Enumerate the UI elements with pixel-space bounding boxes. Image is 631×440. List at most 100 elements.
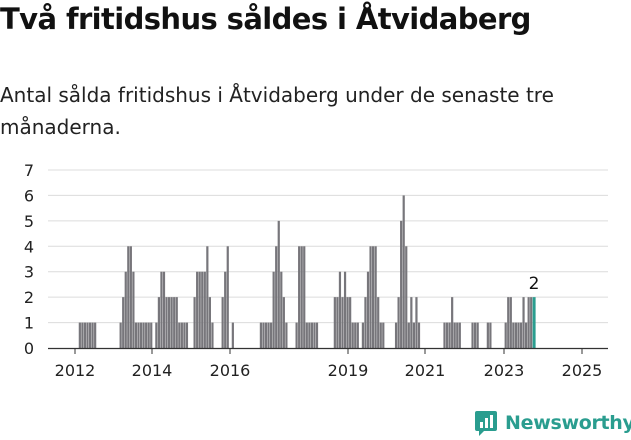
bar xyxy=(275,246,278,348)
bar xyxy=(394,322,398,348)
bar xyxy=(379,322,382,348)
bar xyxy=(361,322,364,348)
y-tick-label: 2 xyxy=(24,288,34,307)
bar xyxy=(407,322,410,348)
newsworthy-logo: Newsworthy xyxy=(474,406,631,440)
bar xyxy=(155,322,158,348)
bar xyxy=(382,322,385,348)
bar xyxy=(530,297,533,348)
bar xyxy=(124,271,127,348)
bar xyxy=(366,271,370,348)
chart-subtitle: Antal sålda fritidshus i Åtvidaberg unde… xyxy=(0,83,554,139)
bar xyxy=(178,322,181,348)
bar xyxy=(272,271,275,348)
bar xyxy=(310,322,313,348)
bar xyxy=(308,322,311,348)
bar xyxy=(129,246,132,348)
bar xyxy=(173,297,176,348)
bar xyxy=(410,297,413,348)
bar xyxy=(522,297,525,348)
bar xyxy=(168,297,171,348)
bar xyxy=(175,297,178,348)
newsworthy-logo-text: Newsworthy xyxy=(505,412,631,434)
bar xyxy=(203,271,206,348)
bar xyxy=(303,246,306,348)
bar xyxy=(445,322,449,348)
bar xyxy=(211,322,214,348)
bar xyxy=(372,246,375,348)
bar xyxy=(512,322,515,348)
bar xyxy=(351,322,354,348)
bar xyxy=(137,322,140,348)
bar xyxy=(300,246,303,348)
bar xyxy=(226,246,229,348)
bar xyxy=(517,322,520,348)
bar xyxy=(527,297,530,348)
bar xyxy=(507,297,510,348)
bar xyxy=(193,297,196,348)
bar xyxy=(451,297,454,348)
bar xyxy=(94,322,97,348)
bar xyxy=(162,271,166,348)
bar xyxy=(78,322,81,348)
bar xyxy=(206,246,209,348)
bar xyxy=(509,297,512,348)
bar xyxy=(157,297,160,348)
bar xyxy=(180,322,183,348)
bar xyxy=(267,322,270,348)
bar xyxy=(132,271,135,348)
x-tick-label: 2023 xyxy=(484,361,525,380)
bar xyxy=(489,322,492,348)
bar xyxy=(201,271,204,348)
bar xyxy=(405,246,408,348)
bar xyxy=(456,322,459,348)
bar xyxy=(134,322,138,348)
bar xyxy=(514,322,517,348)
bar xyxy=(448,322,451,348)
bar xyxy=(343,271,347,348)
bar xyxy=(354,322,357,348)
bar xyxy=(145,322,148,348)
bar xyxy=(474,322,477,348)
bar xyxy=(417,322,421,348)
highlight-bar xyxy=(532,297,536,348)
bar xyxy=(397,297,400,348)
y-tick-label: 3 xyxy=(24,263,34,282)
bar xyxy=(160,271,163,348)
bar xyxy=(476,322,479,348)
bar xyxy=(277,220,280,348)
bar xyxy=(208,297,211,348)
bar xyxy=(374,246,377,348)
bar xyxy=(369,246,372,348)
bar xyxy=(224,271,227,348)
bar xyxy=(88,322,92,348)
bar xyxy=(122,297,125,348)
bar xyxy=(356,322,359,348)
bar xyxy=(415,297,418,348)
bar xyxy=(364,297,367,348)
bar xyxy=(338,271,342,348)
bar xyxy=(313,322,316,348)
bar xyxy=(142,322,145,348)
y-tick-label: 1 xyxy=(24,314,34,333)
bar xyxy=(458,322,461,348)
bar xyxy=(270,322,273,348)
bar xyxy=(349,297,352,348)
bar xyxy=(81,322,84,348)
bar xyxy=(196,271,199,348)
y-tick-label: 7 xyxy=(24,161,34,180)
bar xyxy=(264,322,268,348)
bar xyxy=(282,297,285,348)
bar xyxy=(127,246,130,348)
bar xyxy=(285,322,288,348)
bar xyxy=(150,322,153,348)
bar xyxy=(519,322,523,348)
bar xyxy=(305,322,308,348)
bar xyxy=(298,246,301,348)
x-tick-label: 2019 xyxy=(328,361,369,380)
bar xyxy=(198,271,201,348)
bar xyxy=(471,322,474,348)
bar xyxy=(170,297,173,348)
bar xyxy=(165,297,168,348)
